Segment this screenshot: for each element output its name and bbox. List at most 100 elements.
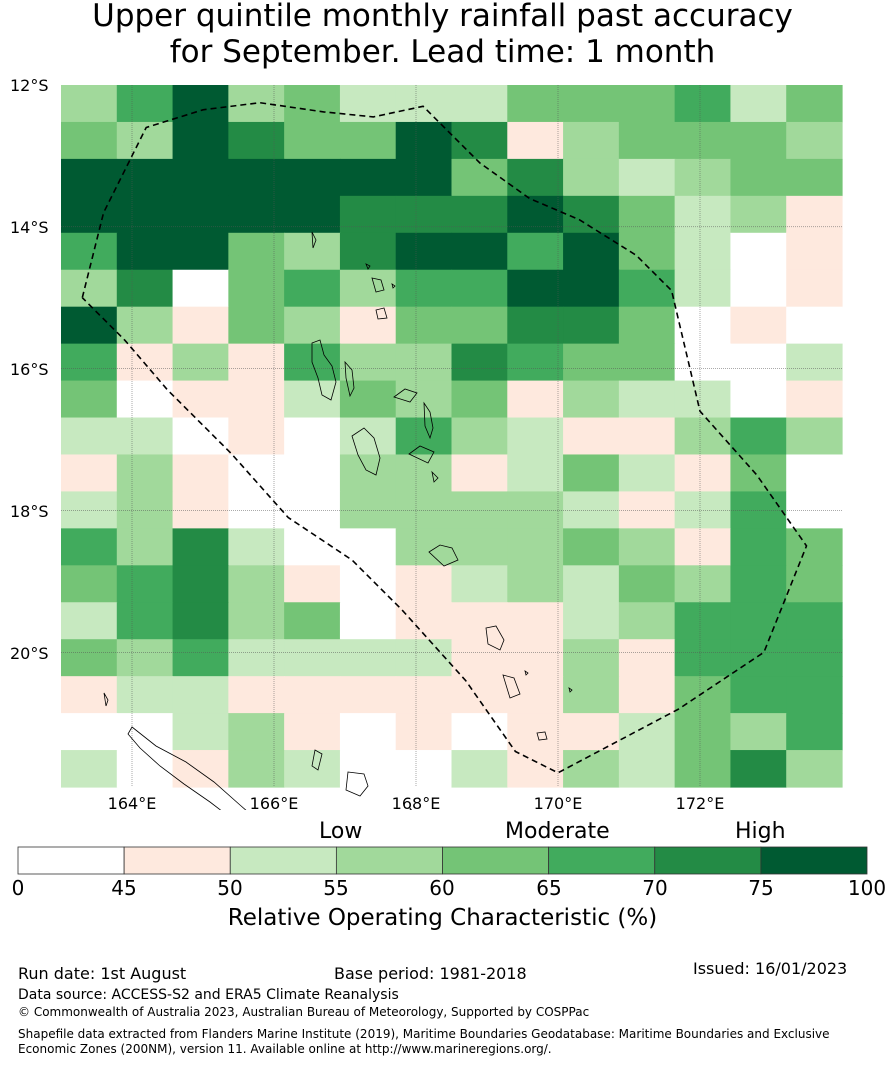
grid-cell bbox=[116, 232, 174, 271]
grid-cell bbox=[339, 232, 397, 271]
grid-cell bbox=[730, 750, 787, 788]
grid-cell bbox=[116, 195, 174, 234]
grid-cell bbox=[339, 528, 397, 566]
grid-cell bbox=[451, 565, 508, 603]
grid-cell bbox=[339, 269, 397, 308]
colorbar-swatch bbox=[654, 846, 762, 875]
island-malekula bbox=[351, 427, 381, 476]
grid-cell bbox=[116, 85, 174, 123]
grid-cell bbox=[116, 269, 174, 308]
colorbar-tick-50: 50 bbox=[217, 876, 243, 900]
island-espiritu-santo bbox=[311, 339, 337, 401]
grid-cell bbox=[730, 343, 787, 382]
grid-cell bbox=[61, 491, 118, 529]
grid-cell bbox=[172, 158, 229, 197]
grid-cell bbox=[451, 639, 508, 677]
grid-cell bbox=[674, 232, 732, 271]
grid-cell bbox=[172, 195, 229, 234]
colorbar-tick-60: 60 bbox=[429, 876, 455, 900]
colorbar-swatch bbox=[760, 846, 868, 875]
grid-cell bbox=[395, 232, 453, 271]
grid-cell bbox=[674, 269, 732, 308]
grid-cell bbox=[284, 491, 341, 529]
island-new-caledonia bbox=[127, 726, 247, 810]
island-efate bbox=[428, 544, 459, 567]
grid-cell bbox=[507, 639, 564, 677]
grid-cell bbox=[116, 343, 174, 382]
grid-cell bbox=[786, 491, 843, 529]
colorbar-swatch bbox=[335, 846, 443, 875]
island-erromango bbox=[485, 625, 505, 651]
grid-cell bbox=[507, 750, 564, 788]
grid-cell bbox=[284, 306, 341, 345]
grid-cell bbox=[786, 750, 843, 788]
grid-cell bbox=[395, 195, 453, 234]
grid-cell bbox=[172, 232, 229, 271]
grid-cell bbox=[228, 454, 285, 493]
grid-cell bbox=[674, 602, 732, 640]
colorbar-tick-65: 65 bbox=[536, 876, 562, 900]
title-line-2: for September. Lead time: 1 month bbox=[169, 34, 716, 70]
shapefile-credit-2: Economic Zones (200NM), version 11. Avai… bbox=[18, 1042, 552, 1056]
grid-cell bbox=[395, 417, 453, 456]
grid-cell bbox=[730, 676, 787, 714]
lon-label-168e: 168°E bbox=[391, 794, 441, 813]
island-loyalty-1 bbox=[311, 749, 323, 771]
grid-cell bbox=[172, 491, 229, 529]
grid-cell bbox=[228, 491, 285, 529]
grid-cell bbox=[674, 85, 732, 123]
colorbar-tick-0: 0 bbox=[11, 876, 25, 900]
grid-cell bbox=[284, 602, 341, 640]
grid-cell bbox=[61, 158, 118, 197]
island-aniwa bbox=[568, 687, 573, 693]
grid-cell bbox=[563, 602, 620, 640]
grid-cell bbox=[730, 602, 787, 640]
grid-cell bbox=[786, 417, 843, 456]
grid-cell bbox=[284, 85, 341, 123]
island-small-1 bbox=[365, 263, 371, 270]
colorbar-tick-55: 55 bbox=[323, 876, 349, 900]
island-belep bbox=[103, 692, 109, 707]
grid-cell bbox=[228, 676, 285, 714]
grid-cell bbox=[507, 269, 564, 308]
grid-cell bbox=[786, 565, 843, 603]
grid-cell bbox=[284, 195, 341, 234]
grid-cell bbox=[674, 713, 732, 751]
grid-cell bbox=[786, 528, 843, 566]
island-banks-1 bbox=[371, 277, 385, 293]
grid-cell bbox=[563, 232, 620, 271]
grid-cell bbox=[228, 343, 285, 382]
grid-cell bbox=[674, 750, 732, 788]
grid-cell bbox=[507, 195, 564, 234]
grid-cell bbox=[507, 565, 564, 603]
grid-cell bbox=[61, 343, 118, 382]
rainfall-accuracy-map bbox=[61, 85, 843, 810]
lat-label-12s: 12°S bbox=[10, 76, 49, 95]
grid-cell bbox=[339, 491, 397, 529]
grid-cell bbox=[563, 454, 620, 493]
grid-cell bbox=[116, 602, 174, 640]
grid-cell bbox=[563, 343, 620, 382]
grid-cell bbox=[116, 121, 174, 160]
grid-cell bbox=[451, 454, 508, 493]
grid-cell bbox=[116, 158, 174, 197]
grid-cell bbox=[228, 750, 285, 788]
grid-cell bbox=[674, 639, 732, 677]
grid-cell bbox=[618, 343, 676, 382]
island-maewo bbox=[344, 360, 355, 398]
grid-cell bbox=[61, 195, 118, 234]
lon-label-170e: 170°E bbox=[533, 794, 583, 813]
grid-cell bbox=[228, 232, 285, 271]
grid-cell bbox=[339, 565, 397, 603]
grid-cell bbox=[786, 121, 843, 160]
grid-cell bbox=[395, 750, 453, 788]
grid-cell bbox=[172, 750, 229, 788]
grid-cell bbox=[730, 417, 787, 456]
grid-cell bbox=[618, 528, 676, 566]
grid-cell bbox=[172, 454, 229, 493]
grid-cell bbox=[618, 417, 676, 456]
eez-boundary bbox=[81, 101, 808, 774]
grid-cell bbox=[563, 676, 620, 714]
island-ambrym bbox=[408, 445, 435, 464]
grid-cell bbox=[61, 380, 118, 419]
